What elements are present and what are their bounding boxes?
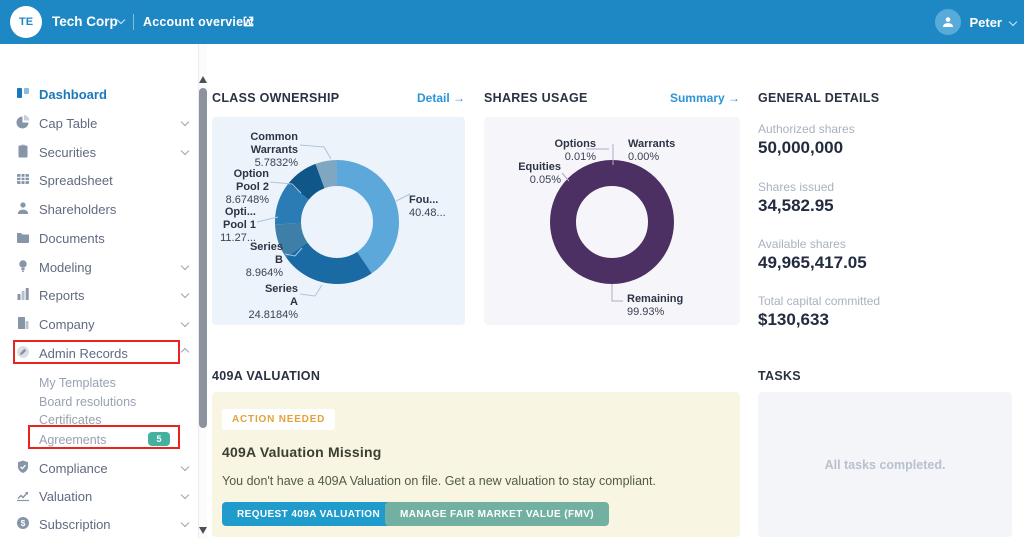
svg-text:$: $ xyxy=(21,518,26,528)
chevron-down-icon xyxy=(1008,17,1018,27)
user-avatar xyxy=(935,9,962,35)
shares-usage-card: Options 0.01% Warrants 0.00% Equities 0.… xyxy=(484,117,740,325)
stat-value-total-capital-committed: $130,633 xyxy=(758,310,829,329)
callout-options: Options 0.01% xyxy=(554,138,596,163)
shareholders-icon xyxy=(17,202,29,214)
breadcrumb-account-overview[interactable]: Account overview xyxy=(143,15,254,29)
chevron-down-icon xyxy=(116,15,126,25)
stat-label-authorized-shares: Authorized shares xyxy=(758,122,855,136)
securities-icon xyxy=(18,144,28,158)
chevron-down-icon xyxy=(180,318,190,328)
chevron-down-icon xyxy=(180,518,190,528)
request-409a-valuation-button[interactable]: REQUEST 409A VALUATION xyxy=(222,502,396,526)
company-switcher[interactable]: Tech Corp xyxy=(52,14,118,29)
dashboard-icon xyxy=(17,88,29,98)
class-ownership-donut-chart xyxy=(275,160,399,284)
top-header-bar: TE Tech Corp Account overview Peter xyxy=(0,0,1024,44)
modeling-icon xyxy=(19,260,27,272)
sidebar-item-agreements[interactable]: Agreements 5 xyxy=(0,431,198,449)
documents-icon xyxy=(17,233,29,243)
scrollbar-down-arrow[interactable] xyxy=(199,527,207,534)
stat-value-shares-issued: 34,582.95 xyxy=(758,196,834,215)
sidebar-item-documents[interactable]: Documents xyxy=(0,229,198,247)
stat-value-authorized-shares: 50,000,000 xyxy=(758,138,844,157)
tasks-title: TASKS xyxy=(758,369,801,383)
stat-label-shares-issued: Shares issued xyxy=(758,180,835,194)
compliance-icon xyxy=(18,460,28,473)
stat-label-total-capital-committed: Total capital committed xyxy=(758,294,881,308)
409a-missing-heading: 409A Valuation Missing xyxy=(222,444,382,460)
sidebar-item-subscription[interactable]: $ Subscription xyxy=(0,515,198,533)
sidebar-item-cap-table[interactable]: Cap Table xyxy=(0,114,198,132)
tasks-empty-text: All tasks completed. xyxy=(824,457,946,472)
chevron-down-icon xyxy=(180,146,190,156)
chevron-down-icon xyxy=(180,462,190,472)
chevron-up-icon xyxy=(180,347,190,357)
callout-series-a: Series A 24.8184% xyxy=(248,283,298,321)
agreements-count-badge: 5 xyxy=(148,432,170,446)
sidebar-item-reports[interactable]: Reports xyxy=(0,286,198,304)
sidebar-nav: Dashboard Cap Table Securities Spreadshe… xyxy=(0,44,198,538)
valuation-icon xyxy=(17,491,29,502)
sidebar-item-valuation[interactable]: Valuation xyxy=(0,487,198,505)
header-divider xyxy=(133,14,134,30)
class-ownership-card: Common Warrants 5.7832% Option Pool 2 8.… xyxy=(212,117,465,325)
sidebar-item-admin-records[interactable]: Admin Records xyxy=(0,344,198,362)
chevron-down-icon xyxy=(180,117,190,127)
admin-records-icon xyxy=(17,346,29,358)
general-details-title: GENERAL DETAILS xyxy=(758,91,880,105)
callout-equities: Equities 0.05% xyxy=(518,161,561,186)
sidebar-item-company[interactable]: Company xyxy=(0,315,198,333)
chevron-down-icon xyxy=(180,261,190,271)
subscription-icon: $ xyxy=(17,517,29,529)
sidebar-item-my-templates[interactable]: My Templates xyxy=(39,376,116,390)
class-ownership-detail-link[interactable]: Detail → xyxy=(416,91,465,105)
scrollbar-up-arrow[interactable] xyxy=(199,76,207,83)
chevron-down-icon xyxy=(180,490,190,500)
callout-common-warrants: Common Warrants 5.7832% xyxy=(250,131,298,169)
stat-value-available-shares: 49,965,417.05 xyxy=(758,253,867,272)
callout-option-pool-2: Option Pool 2 8.6748% xyxy=(225,168,269,206)
sidebar-item-compliance[interactable]: Compliance xyxy=(0,459,198,477)
company-icon xyxy=(18,317,29,329)
sidebar-item-certificates[interactable]: Certificates xyxy=(39,413,102,427)
callout-series-b: Series B 8.964% xyxy=(245,241,283,279)
chevron-down-icon xyxy=(180,289,190,299)
sidebar-item-dashboard[interactable]: Dashboard xyxy=(0,85,198,103)
sidebar-item-shareholders[interactable]: Shareholders xyxy=(0,200,198,218)
409a-valuation-card: ACTION NEEDED 409A Valuation Missing You… xyxy=(212,392,740,537)
sidebar-item-securities[interactable]: Securities xyxy=(0,143,198,161)
person-icon xyxy=(943,17,954,27)
shares-usage-summary-link[interactable]: Summary → xyxy=(669,91,740,105)
shares-usage-title: SHARES USAGE xyxy=(484,91,588,105)
callout-warrants: Warrants 0.00% xyxy=(628,138,676,163)
company-avatar[interactable]: TE xyxy=(10,6,42,38)
callout-founders: Fou... 40.48... xyxy=(409,194,446,219)
action-needed-badge: ACTION NEEDED xyxy=(222,409,336,430)
stat-label-available-shares: Available shares xyxy=(758,237,846,251)
sidebar-item-modeling[interactable]: Modeling xyxy=(0,258,198,276)
external-link-icon[interactable] xyxy=(242,15,255,28)
class-ownership-title: CLASS OWNERSHIP xyxy=(212,91,340,105)
409a-valuation-title: 409A VALUATION xyxy=(212,369,321,383)
manage-fmv-button[interactable]: MANAGE FAIR MARKET VALUE (FMV) xyxy=(385,502,610,526)
sidebar-item-board-resolutions[interactable]: Board resolutions xyxy=(39,395,137,409)
callout-option-pool-1: Opti... Pool 1 11.27... xyxy=(220,206,256,244)
sidebar-item-spreadsheet[interactable]: Spreadsheet xyxy=(0,171,198,189)
reports-icon xyxy=(17,288,29,300)
user-name: Peter xyxy=(969,14,1002,30)
409a-missing-body: You don't have a 409A Valuation on file.… xyxy=(222,474,656,488)
sidebar-scrollbar-thumb[interactable] xyxy=(199,88,207,428)
tasks-card: All tasks completed. xyxy=(758,392,1012,537)
shares-usage-donut-chart xyxy=(550,160,674,284)
user-menu[interactable]: Peter xyxy=(935,0,1018,44)
cap-table-icon xyxy=(16,115,30,129)
spreadsheet-icon xyxy=(17,174,29,184)
callout-remaining: Remaining 99.93% xyxy=(627,293,684,318)
